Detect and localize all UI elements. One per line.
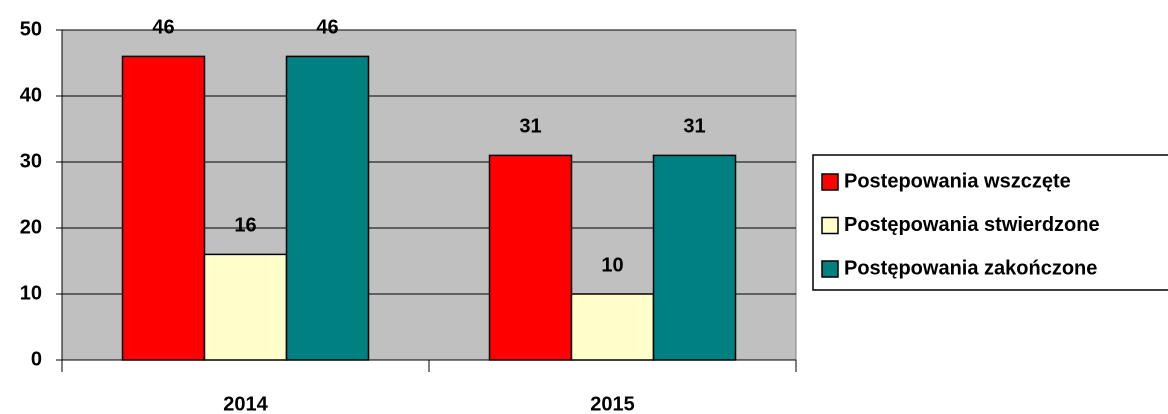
legend-label: Postępowania stwierdzone [844,214,1100,236]
legend-swatch [821,260,839,278]
y-tick-label: 40 [20,84,42,106]
legend-swatch [821,216,839,235]
legend-box [812,154,1168,291]
x-tick-label: 2014 [223,393,268,414]
bar [488,154,573,361]
bar [652,154,737,361]
legend-label: Postępowania zakończone [844,257,1097,279]
y-tick-label: 0 [31,348,42,370]
y-tick-label: 10 [20,282,42,304]
data-label: 31 [683,116,705,138]
legend-swatch [821,173,839,191]
legend-label: Postepowania wszczęte [844,170,1071,192]
bar [570,293,655,361]
bar [203,253,288,361]
data-label: 46 [152,17,174,39]
bar [285,55,370,361]
bar [121,55,206,361]
data-label: 10 [601,254,623,276]
x-tick-label: 2015 [590,393,635,414]
data-label: 31 [519,116,541,138]
y-tick-label: 30 [20,150,42,172]
y-tick-label: 20 [20,216,42,238]
data-label: 16 [234,215,256,237]
data-label: 46 [316,17,338,39]
y-tick-label: 50 [20,18,42,40]
